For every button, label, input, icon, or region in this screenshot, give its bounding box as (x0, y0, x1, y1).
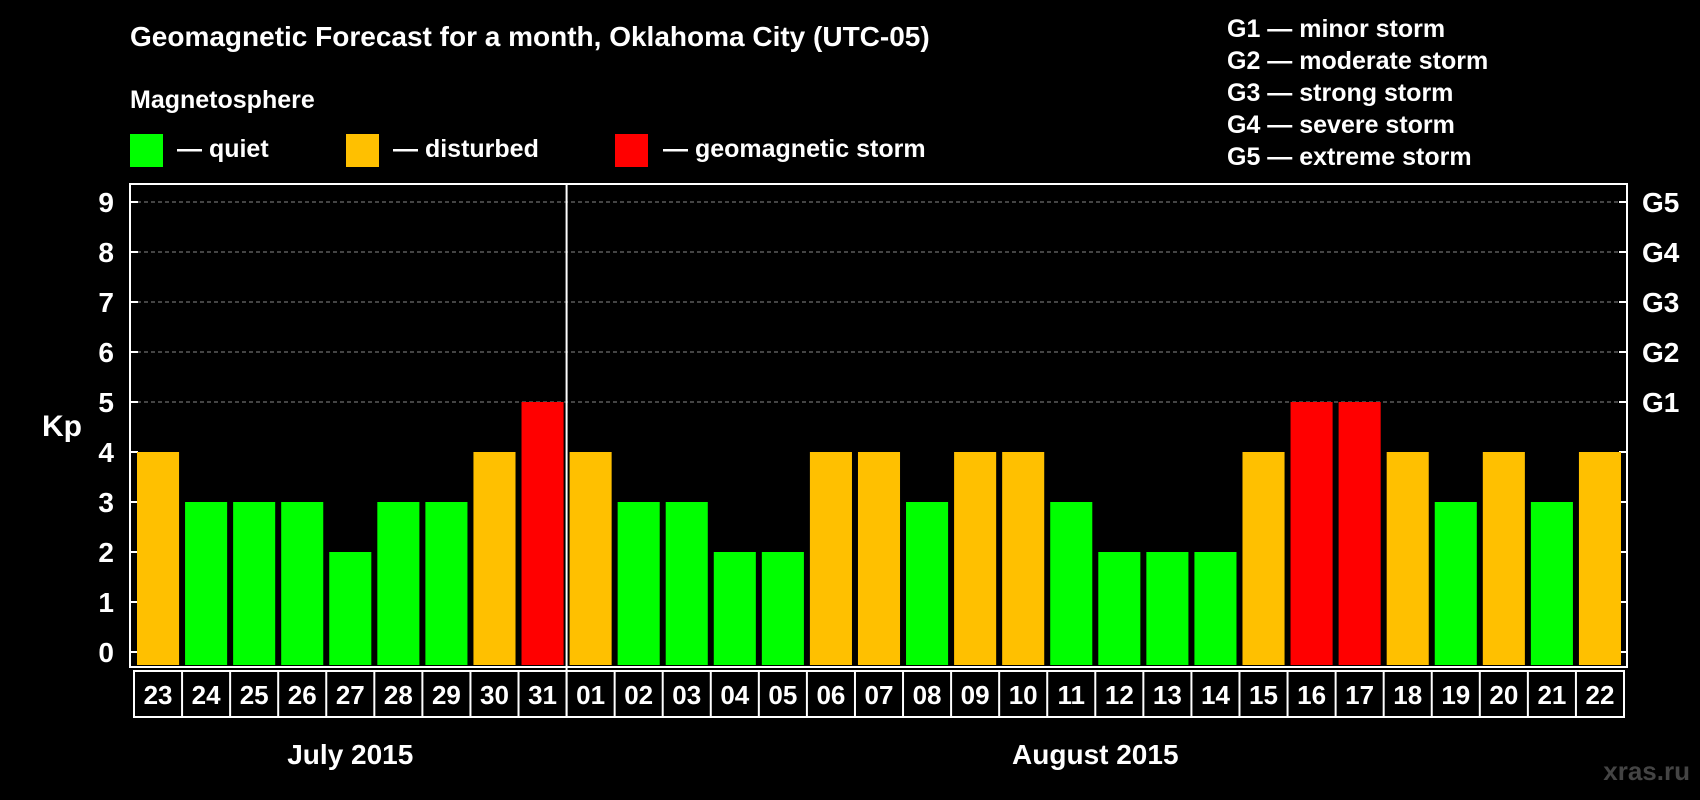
chart-title: Geomagnetic Forecast for a month, Oklaho… (130, 21, 930, 52)
date-label: 31 (528, 680, 557, 710)
date-label: 07 (865, 680, 894, 710)
bar (761, 552, 804, 665)
plot-frame (129, 183, 1628, 668)
date-label: 01 (576, 680, 605, 710)
date-label: 17 (1345, 680, 1374, 710)
date-label: 02 (624, 680, 653, 710)
month-label: July 2015 (287, 739, 413, 770)
date-label: 27 (336, 680, 365, 710)
date-label: 18 (1393, 680, 1422, 710)
date-label: 21 (1537, 680, 1566, 710)
bar (1290, 402, 1333, 665)
bar (569, 452, 612, 665)
bar (665, 502, 708, 665)
bar (473, 452, 516, 665)
bar (185, 502, 228, 665)
date-label: 28 (384, 680, 413, 710)
date-label: 03 (672, 680, 701, 710)
bar (1338, 402, 1381, 665)
bar (1386, 452, 1429, 665)
bar (1002, 452, 1045, 665)
legend-swatch-storm (615, 134, 648, 167)
month-label: August 2015 (1012, 739, 1179, 770)
y-axis-label: Kp (42, 410, 82, 443)
storm-scale-g2: G2 — moderate storm (1227, 47, 1488, 75)
date-label: 30 (480, 680, 509, 710)
bar (425, 502, 468, 665)
bar (137, 452, 180, 665)
y-tick-label: 5 (98, 387, 114, 418)
bar (329, 552, 372, 665)
date-label: 04 (720, 680, 749, 710)
right-tick-label: G1 (1642, 387, 1679, 418)
date-label: 15 (1249, 680, 1278, 710)
date-label: 23 (144, 680, 173, 710)
right-tick-label: G3 (1642, 287, 1679, 318)
y-tick-label: 3 (98, 487, 114, 518)
legend-swatch-disturbed (346, 134, 379, 167)
y-tick-label: 6 (98, 337, 114, 368)
bar (521, 402, 564, 665)
legend-label-storm: — geomagnetic storm (663, 135, 926, 163)
y-tick-label: 2 (98, 537, 114, 568)
y-tick-label: 1 (98, 587, 114, 618)
date-label: 19 (1441, 680, 1470, 710)
bar (1482, 452, 1525, 665)
date-label: 08 (913, 680, 942, 710)
bar (713, 552, 756, 665)
bar (1194, 552, 1237, 665)
date-label: 11 (1058, 680, 1086, 710)
bar (857, 452, 901, 665)
legend-heading: Magnetosphere (130, 86, 315, 114)
bar (1050, 502, 1093, 665)
y-tick-label: 4 (98, 437, 114, 468)
legend-label-quiet: — quiet (177, 135, 269, 163)
y-tick-label: 0 (98, 637, 114, 668)
bar (233, 502, 276, 665)
bar (281, 502, 324, 665)
bar (809, 452, 852, 665)
bar (1434, 502, 1477, 665)
date-label: 12 (1105, 680, 1134, 710)
date-label: 10 (1009, 680, 1038, 710)
date-label: 14 (1201, 680, 1230, 710)
bar (906, 502, 949, 665)
y-tick-label: 7 (98, 287, 114, 318)
y-tick-label: 8 (98, 237, 114, 268)
date-label: 29 (432, 680, 461, 710)
bar (1146, 552, 1189, 665)
bar (377, 502, 420, 665)
bar (1530, 502, 1573, 665)
right-tick-label: G2 (1642, 337, 1679, 368)
legend-swatch-quiet (130, 134, 163, 167)
date-row-frame (133, 670, 1625, 718)
date-label: 22 (1586, 680, 1615, 710)
watermark: xras.ru (1603, 756, 1690, 786)
bar (1242, 452, 1285, 665)
date-label: 24 (192, 680, 221, 710)
date-label: 25 (240, 680, 269, 710)
bar (1578, 452, 1621, 665)
bar (954, 452, 997, 665)
date-label: 09 (961, 680, 990, 710)
date-label: 20 (1489, 680, 1518, 710)
legend-label-disturbed: — disturbed (393, 135, 539, 163)
date-label: 06 (816, 680, 845, 710)
y-tick-label: 9 (98, 187, 114, 218)
date-label: 26 (288, 680, 317, 710)
bar (1098, 552, 1141, 665)
right-tick-label: G4 (1642, 237, 1680, 268)
storm-scale-g5: G5 — extreme storm (1227, 143, 1472, 171)
storm-scale-g3: G3 — strong storm (1227, 79, 1453, 107)
storm-scale-g1: G1 — minor storm (1227, 15, 1445, 43)
bar (617, 502, 660, 665)
date-label: 05 (768, 680, 797, 710)
date-label: 16 (1297, 680, 1326, 710)
date-label: 13 (1153, 680, 1182, 710)
storm-scale-g4: G4 — severe storm (1227, 111, 1455, 139)
right-tick-label: G5 (1642, 187, 1679, 218)
